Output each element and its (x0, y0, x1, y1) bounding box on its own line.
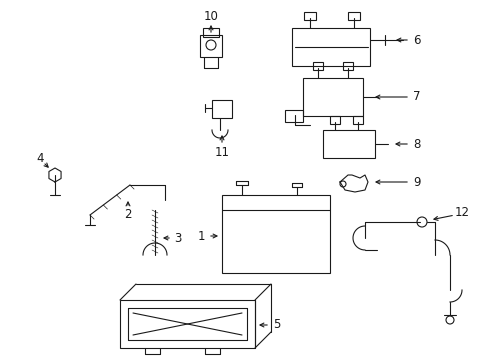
Bar (323, 130, 374, 158)
Text: 5: 5 (273, 319, 280, 332)
Text: 2: 2 (124, 207, 131, 220)
Bar (120, 300, 254, 348)
Bar (285, 110, 303, 122)
Bar (347, 12, 359, 20)
Bar (291, 28, 369, 66)
Text: 9: 9 (412, 175, 420, 189)
Text: 12: 12 (453, 207, 468, 220)
Bar (222, 195, 329, 273)
Text: 6: 6 (412, 33, 420, 46)
Text: 3: 3 (174, 231, 182, 244)
Bar (212, 100, 231, 118)
Bar (329, 116, 339, 124)
Bar (303, 78, 362, 116)
Bar (304, 12, 315, 20)
Text: 8: 8 (412, 138, 420, 150)
Bar (352, 116, 362, 124)
Text: 11: 11 (214, 145, 229, 158)
Bar (342, 62, 352, 70)
Bar (200, 35, 222, 57)
Bar (312, 62, 323, 70)
Text: 7: 7 (412, 90, 420, 104)
Text: 10: 10 (203, 10, 218, 23)
Bar (203, 28, 219, 37)
Text: 1: 1 (197, 230, 204, 243)
Text: 4: 4 (36, 152, 43, 165)
